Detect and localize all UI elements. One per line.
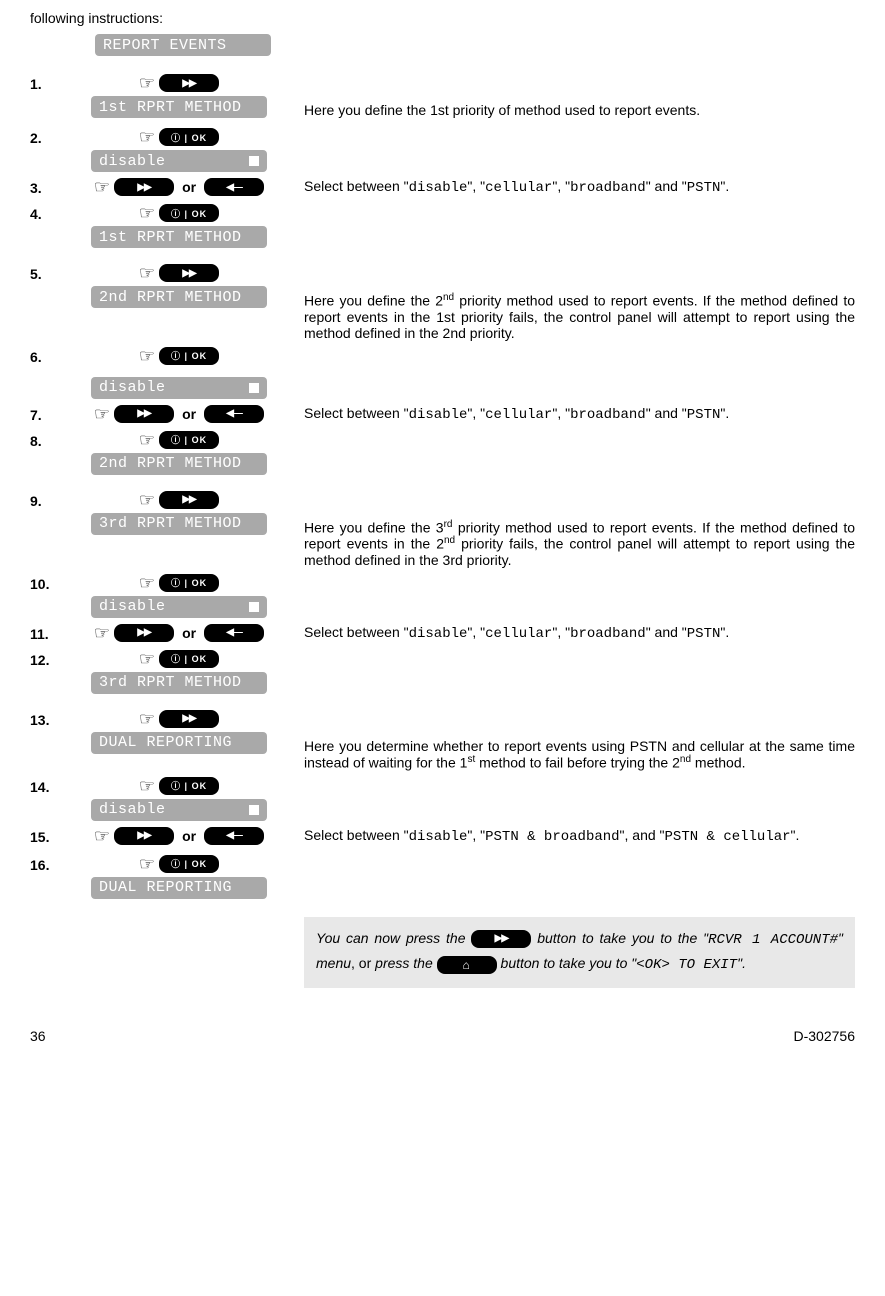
forward-button[interactable] bbox=[114, 178, 174, 196]
hand-icon: ☞ bbox=[139, 431, 155, 449]
forward-button[interactable] bbox=[159, 491, 219, 509]
step-number: 15. bbox=[30, 827, 64, 845]
intro-text: following instructions: bbox=[30, 10, 855, 26]
step-number: 6. bbox=[30, 347, 64, 365]
hand-icon: ☞ bbox=[139, 710, 155, 728]
header-lcd: REPORT EVENTS bbox=[95, 34, 271, 56]
forward-button[interactable] bbox=[114, 827, 174, 845]
step-description: Select between "disable", "cellular", "b… bbox=[294, 178, 855, 196]
hand-icon: ☞ bbox=[94, 624, 110, 642]
lcd-display: disable bbox=[91, 596, 267, 618]
hand-icon: ☞ bbox=[139, 650, 155, 668]
lcd-display: 2nd RPRT METHOD bbox=[91, 453, 267, 475]
step-number: 1. bbox=[30, 74, 64, 92]
step-number: 2. bbox=[30, 128, 64, 146]
forward-button[interactable] bbox=[114, 624, 174, 642]
ok-button[interactable] bbox=[159, 650, 219, 668]
hand-icon: ☞ bbox=[94, 405, 110, 423]
forward-button[interactable] bbox=[159, 264, 219, 282]
hand-icon: ☞ bbox=[139, 204, 155, 222]
step-number: 14. bbox=[30, 777, 64, 795]
hand-icon: ☞ bbox=[139, 777, 155, 795]
hand-icon: ☞ bbox=[139, 74, 155, 92]
step-number: 7. bbox=[30, 405, 64, 423]
lcd-display: disable bbox=[91, 799, 267, 821]
forward-button[interactable] bbox=[114, 405, 174, 423]
forward-button[interactable] bbox=[159, 74, 219, 92]
step-number: 3. bbox=[30, 178, 64, 196]
step-number: 11. bbox=[30, 624, 64, 642]
lcd-display: 3rd RPRT METHOD bbox=[91, 672, 267, 694]
or-text: or bbox=[182, 406, 196, 422]
ok-button[interactable] bbox=[159, 347, 219, 365]
step-number: 4. bbox=[30, 204, 64, 222]
back-button[interactable] bbox=[204, 827, 264, 845]
ok-button[interactable] bbox=[159, 855, 219, 873]
step-description: Here you define the 1st priority of meth… bbox=[294, 74, 855, 118]
doc-id: D-302756 bbox=[794, 1028, 856, 1044]
hand-icon: ☞ bbox=[139, 491, 155, 509]
step-description: Here you define the 3rd priority method … bbox=[294, 491, 855, 568]
step-number: 9. bbox=[30, 491, 64, 509]
hand-icon: ☞ bbox=[139, 128, 155, 146]
step-description: Select between "disable", "PSTN & broadb… bbox=[294, 827, 855, 845]
home-button[interactable] bbox=[437, 956, 497, 974]
step-number: 8. bbox=[30, 431, 64, 449]
step-description: Here you define the 2nd priority method … bbox=[294, 264, 855, 341]
step-description: Here you determine whether to report eve… bbox=[294, 710, 855, 771]
hand-icon: ☞ bbox=[94, 178, 110, 196]
lcd-display: DUAL REPORTING bbox=[91, 732, 267, 754]
step-description: Select between "disable", "cellular", "b… bbox=[294, 405, 855, 423]
note-box: You can now press the button to take you… bbox=[304, 917, 855, 989]
back-button[interactable] bbox=[204, 624, 264, 642]
lcd-display: disable bbox=[91, 377, 267, 399]
hand-icon: ☞ bbox=[139, 574, 155, 592]
forward-button[interactable] bbox=[159, 710, 219, 728]
lcd-display: 2nd RPRT METHOD bbox=[91, 286, 267, 308]
hand-icon: ☞ bbox=[139, 347, 155, 365]
forward-button[interactable] bbox=[471, 930, 531, 948]
back-button[interactable] bbox=[204, 178, 264, 196]
hand-icon: ☞ bbox=[139, 855, 155, 873]
ok-button[interactable] bbox=[159, 128, 219, 146]
ok-button[interactable] bbox=[159, 204, 219, 222]
lcd-display: disable bbox=[91, 150, 267, 172]
step-description: Select between "disable", "cellular", "b… bbox=[294, 624, 855, 642]
ok-button[interactable] bbox=[159, 777, 219, 795]
lcd-display: 1st RPRT METHOD bbox=[91, 96, 267, 118]
step-number: 16. bbox=[30, 855, 64, 873]
lcd-display: 3rd RPRT METHOD bbox=[91, 513, 267, 535]
or-text: or bbox=[182, 828, 196, 844]
back-button[interactable] bbox=[204, 405, 264, 423]
step-number: 13. bbox=[30, 710, 64, 728]
ok-button[interactable] bbox=[159, 431, 219, 449]
hand-icon: ☞ bbox=[139, 264, 155, 282]
hand-icon: ☞ bbox=[94, 827, 110, 845]
lcd-display: 1st RPRT METHOD bbox=[91, 226, 267, 248]
page-number: 36 bbox=[30, 1028, 46, 1044]
step-number: 5. bbox=[30, 264, 64, 282]
step-number: 12. bbox=[30, 650, 64, 668]
ok-button[interactable] bbox=[159, 574, 219, 592]
lcd-display: DUAL REPORTING bbox=[91, 877, 267, 899]
or-text: or bbox=[182, 179, 196, 195]
or-text: or bbox=[182, 625, 196, 641]
step-number: 10. bbox=[30, 574, 64, 592]
